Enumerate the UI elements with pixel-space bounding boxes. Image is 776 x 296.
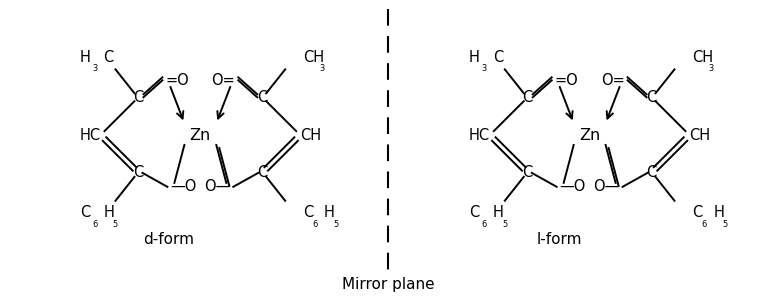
Text: C: C [493,50,503,65]
Text: C: C [469,205,480,220]
Text: CH: CH [692,50,714,65]
Text: H: H [713,205,724,220]
Text: $_6$: $_6$ [92,217,99,230]
Text: H: H [469,50,480,65]
Text: C: C [646,90,656,105]
Text: —O: —O [171,179,197,194]
Text: HC: HC [79,128,101,143]
Text: d-form: d-form [143,232,194,247]
Text: C: C [257,90,268,105]
Text: —O: —O [559,179,586,194]
Text: $_6$: $_6$ [481,217,487,230]
Text: Zn: Zn [189,128,211,143]
Text: C: C [80,205,91,220]
Text: =O: =O [555,73,578,88]
Text: C: C [133,165,144,180]
Text: Zn: Zn [579,128,601,143]
Text: HC: HC [469,128,490,143]
Text: O=: O= [601,73,625,88]
Text: H: H [80,50,91,65]
Text: C: C [103,50,114,65]
Text: O=: O= [212,73,235,88]
Text: CH: CH [303,50,324,65]
Text: H: H [324,205,335,220]
Text: $_3$: $_3$ [319,61,326,74]
Text: $_5$: $_5$ [113,217,120,230]
Text: $_5$: $_5$ [333,217,340,230]
Text: C: C [522,165,533,180]
Text: Mirror plane: Mirror plane [341,277,435,292]
Text: C: C [303,205,314,220]
Text: $_5$: $_5$ [722,217,729,230]
Text: $_3$: $_3$ [92,61,99,74]
Text: $_3$: $_3$ [708,61,715,74]
Text: CH: CH [689,128,711,143]
Text: $_3$: $_3$ [481,61,487,74]
Text: CH: CH [300,128,321,143]
Text: $_5$: $_5$ [502,217,508,230]
Text: H: H [103,205,114,220]
Text: l-form: l-form [537,232,583,247]
Text: O—: O— [204,179,230,194]
Text: C: C [522,90,533,105]
Text: O—: O— [593,179,619,194]
Text: C: C [692,205,703,220]
Text: $_6$: $_6$ [312,217,319,230]
Text: C: C [646,165,656,180]
Text: C: C [257,165,268,180]
Text: =O: =O [165,73,189,88]
Text: C: C [133,90,144,105]
Text: H: H [493,205,504,220]
Text: $_6$: $_6$ [702,217,708,230]
